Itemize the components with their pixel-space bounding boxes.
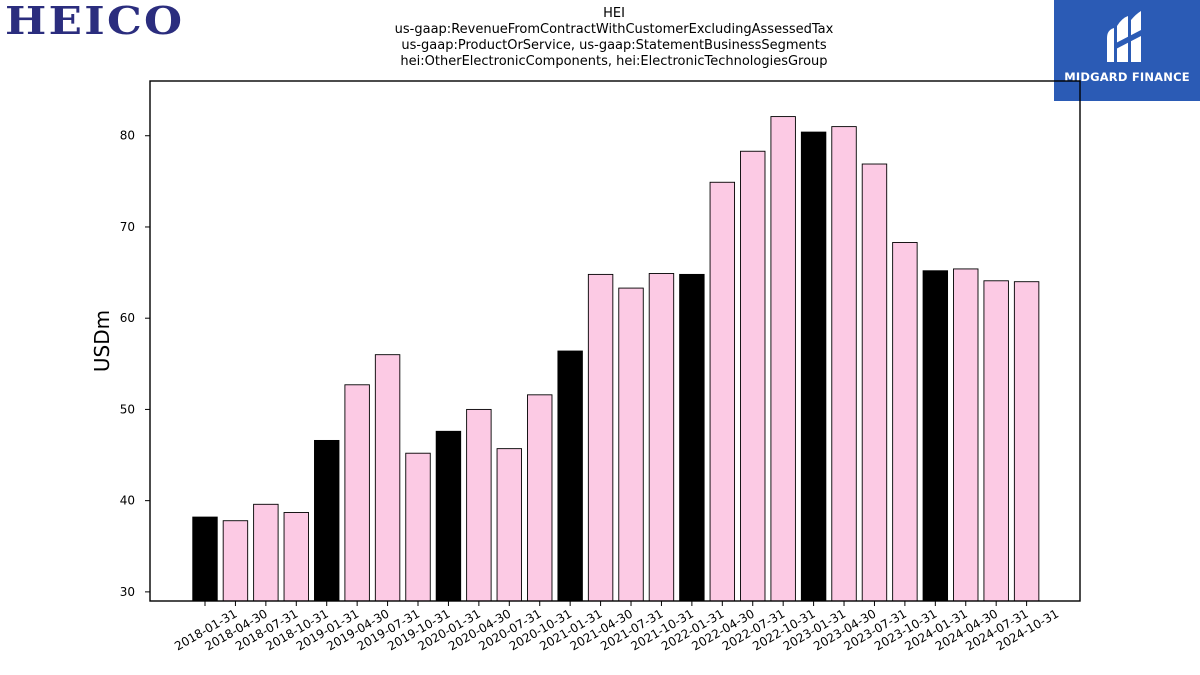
bar-2018-04-30 — [222, 520, 249, 602]
bars-group — [192, 116, 1040, 602]
bar-2024-01-31 — [922, 270, 949, 602]
y-tick-label: 70 — [120, 220, 135, 234]
plot-frame — [149, 80, 1081, 602]
midgard-mark-icon — [1107, 11, 1141, 62]
bar-2022-10-31 — [770, 116, 796, 602]
bar-2022-04-30 — [709, 181, 736, 602]
bar-2019-04-30 — [344, 384, 370, 602]
bar-2023-04-30 — [831, 126, 857, 602]
bar-2021-01-31 — [557, 350, 583, 602]
bar-2020-07-31 — [496, 448, 522, 602]
bar-2019-07-31 — [374, 354, 401, 602]
bar-2021-04-30 — [587, 273, 614, 602]
midgard-brand-text: MIDGARD FINANCE — [1064, 70, 1190, 84]
chart-title: HEI us-gaap:RevenueFromContractWithCusto… — [364, 6, 864, 70]
chart-title-line: us-gaap:RevenueFromContractWithCustomerE… — [394, 22, 834, 37]
y-axis-label: USDm — [90, 310, 114, 372]
heico-logo: HEICO — [5, 0, 205, 43]
bar-2018-10-31 — [283, 512, 309, 602]
bar-2021-07-31 — [618, 287, 644, 602]
bar-2020-04-30 — [466, 408, 492, 602]
y-tick-label: 50 — [120, 402, 135, 416]
bar-2019-10-31 — [405, 452, 431, 602]
bar-2024-10-31 — [1013, 281, 1040, 602]
bar-2018-01-31 — [192, 516, 218, 602]
bar-2023-10-31 — [892, 242, 918, 602]
chart-title-line: HEI — [603, 6, 625, 21]
midgard-finance-logo: MIDGARD FINANCE — [1054, 0, 1200, 101]
bar-2018-07-31 — [253, 503, 279, 602]
bar-2020-10-31 — [527, 394, 553, 602]
bar-2020-01-31 — [435, 430, 462, 602]
chart-title-line: hei:OtherElectronicComponents, hei:Elect… — [400, 54, 828, 69]
heico-logo-text: HEICO — [5, 0, 185, 43]
y-tick-label: 40 — [120, 494, 135, 508]
bar-2023-07-31 — [861, 163, 888, 602]
y-tick-label: 60 — [120, 311, 135, 325]
bar-2019-01-31 — [314, 439, 340, 602]
bar-2021-10-31 — [648, 273, 675, 602]
y-tick-label: 80 — [120, 129, 135, 143]
bar-2022-01-31 — [679, 273, 705, 602]
bar-2024-07-31 — [983, 280, 1009, 602]
y-axis: 30 40 50 60 70 80 — [120, 129, 150, 599]
y-tick-label: 30 — [120, 585, 135, 599]
bar-2024-04-30 — [953, 268, 979, 602]
x-axis: 2018-01-312018-04-302018-07-312018-10-31… — [172, 601, 1061, 653]
bar-2023-01-31 — [800, 131, 827, 602]
bar-2022-07-31 — [740, 150, 766, 602]
chart-title-line: us-gaap:ProductOrService, us-gaap:Statem… — [401, 38, 827, 53]
